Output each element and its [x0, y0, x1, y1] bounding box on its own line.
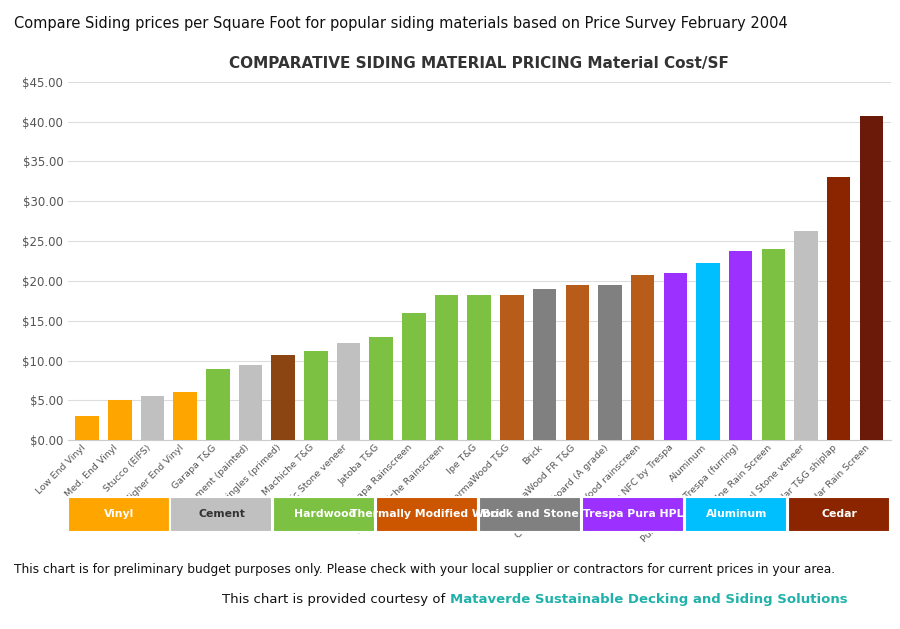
Text: This chart is for preliminary budget purposes only. Please check with your local: This chart is for preliminary budget pur… — [14, 563, 834, 576]
Bar — [369, 337, 393, 440]
Text: Vinyl: Vinyl — [104, 509, 134, 519]
Bar — [697, 263, 720, 440]
Bar — [795, 231, 818, 440]
Bar — [174, 392, 197, 440]
Title: COMPARATIVE SIDING MATERIAL PRICING Material Cost/SF: COMPARATIVE SIDING MATERIAL PRICING Mate… — [230, 56, 729, 71]
Bar — [761, 249, 785, 440]
Bar — [729, 251, 752, 440]
Bar — [598, 285, 622, 440]
Bar — [435, 295, 458, 440]
Bar — [76, 416, 99, 440]
Bar — [500, 295, 524, 440]
Bar — [533, 289, 556, 440]
Bar — [631, 275, 654, 440]
Bar — [663, 273, 687, 440]
Text: Brick and Stone: Brick and Stone — [482, 509, 579, 519]
Text: This chart is provided courtesy of: This chart is provided courtesy of — [222, 593, 450, 606]
Bar — [860, 116, 883, 440]
Text: Trespa Pura HPL: Trespa Pura HPL — [583, 509, 684, 519]
Text: Aluminum: Aluminum — [706, 509, 768, 519]
Bar — [108, 401, 131, 440]
Bar — [337, 343, 360, 440]
Bar — [467, 295, 491, 440]
Bar — [140, 396, 164, 440]
Bar — [827, 177, 850, 440]
Text: Cement: Cement — [199, 509, 246, 519]
Bar — [272, 355, 295, 440]
Bar — [206, 369, 230, 440]
Bar — [238, 365, 262, 440]
Text: Mataverde Sustainable Decking and Siding Solutions: Mataverde Sustainable Decking and Siding… — [450, 593, 848, 606]
Bar — [304, 351, 328, 440]
Text: Hardwood: Hardwood — [293, 509, 356, 519]
Text: Thermally Modified Wood: Thermally Modified Wood — [350, 509, 506, 519]
Text: Compare Siding prices per Square Foot for popular siding materials based on Pric: Compare Siding prices per Square Foot fo… — [14, 16, 788, 31]
Text: Cedar: Cedar — [822, 509, 858, 519]
Bar — [565, 285, 589, 440]
Bar — [402, 313, 426, 440]
